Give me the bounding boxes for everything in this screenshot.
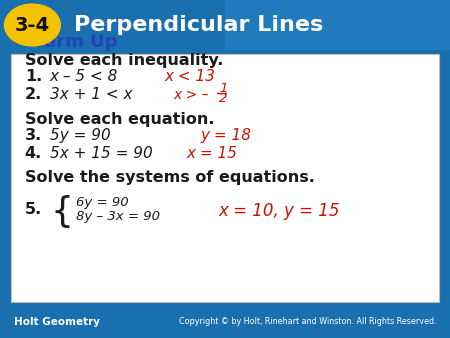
Text: 2: 2 xyxy=(219,92,228,104)
Text: Solve each equation.: Solve each equation. xyxy=(25,113,214,127)
Text: 5.: 5. xyxy=(25,202,42,217)
Text: Holt Geometry: Holt Geometry xyxy=(14,317,99,327)
Text: x < 13: x < 13 xyxy=(164,69,215,84)
Text: 8y – 3x = 90: 8y – 3x = 90 xyxy=(76,211,161,223)
Text: y = 18: y = 18 xyxy=(200,128,251,143)
Bar xyxy=(225,0,450,50)
Text: Solve each inequality.: Solve each inequality. xyxy=(25,53,223,68)
Text: {: { xyxy=(51,195,74,229)
Bar xyxy=(11,54,439,302)
Text: 3.: 3. xyxy=(25,128,42,143)
Text: Solve the systems of equations.: Solve the systems of equations. xyxy=(25,170,315,185)
Text: x > –: x > – xyxy=(173,88,209,102)
Text: 3-4: 3-4 xyxy=(15,16,50,34)
Text: 5x + 15 = 90: 5x + 15 = 90 xyxy=(50,146,152,161)
Text: 1.: 1. xyxy=(25,69,42,84)
Text: 5y = 90: 5y = 90 xyxy=(50,128,110,143)
Text: x = 15: x = 15 xyxy=(187,146,238,161)
Text: Warm Up: Warm Up xyxy=(25,33,117,51)
Text: 6y = 90: 6y = 90 xyxy=(76,196,129,209)
Text: x = 10, y = 15: x = 10, y = 15 xyxy=(218,202,340,220)
Text: 2.: 2. xyxy=(25,87,42,102)
Bar xyxy=(0,0,450,50)
Text: 3x + 1 < x: 3x + 1 < x xyxy=(50,87,132,102)
Circle shape xyxy=(4,4,60,46)
Text: x – 5 < 8: x – 5 < 8 xyxy=(50,69,118,84)
Text: Perpendicular Lines: Perpendicular Lines xyxy=(74,15,324,35)
Bar xyxy=(0,306,450,338)
Text: 1: 1 xyxy=(219,82,228,95)
Text: 4.: 4. xyxy=(25,146,42,161)
Text: Copyright © by Holt, Rinehart and Winston. All Rights Reserved.: Copyright © by Holt, Rinehart and Winsto… xyxy=(179,317,436,327)
